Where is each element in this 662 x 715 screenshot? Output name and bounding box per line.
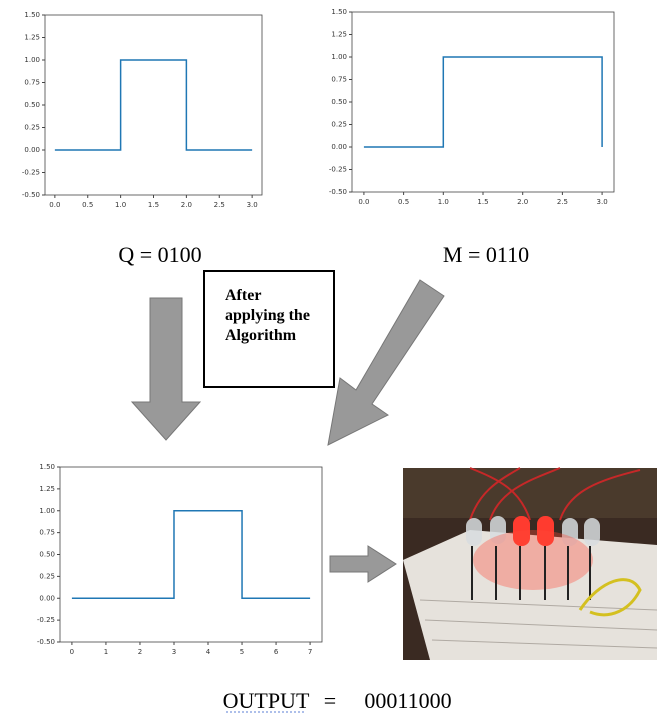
- x-tick-label: 2.5: [557, 198, 568, 206]
- y-tick-label: 1.50: [39, 463, 55, 471]
- q-label: Q = 0100: [118, 242, 201, 267]
- diagonal-arrow: [327, 279, 445, 446]
- y-tick-label: 1.25: [24, 34, 40, 42]
- x-tick-label: 0.5: [398, 198, 409, 206]
- output-value: 00011000: [364, 688, 451, 713]
- x-tick-label: 1.5: [148, 201, 159, 209]
- led-photo: [403, 467, 658, 660]
- algorithm-box: After applying the Algorithm: [203, 270, 335, 388]
- y-tick-label: 0.50: [331, 98, 347, 106]
- x-tick-label: 1.5: [477, 198, 488, 206]
- x-tick-label: 5: [240, 648, 244, 656]
- y-tick-label: 1.25: [331, 31, 347, 39]
- x-tick-label: 0.0: [49, 201, 60, 209]
- y-tick-label: 0.75: [24, 79, 40, 87]
- y-tick-label: 1.00: [39, 507, 55, 515]
- y-tick-label: -0.25: [22, 169, 40, 177]
- y-tick-label: 0.25: [331, 121, 347, 129]
- x-tick-label: 3.0: [247, 201, 258, 209]
- signal-line: [54, 59, 253, 151]
- y-tick-label: 0.25: [39, 572, 55, 580]
- x-tick-label: 2: [138, 648, 142, 656]
- down-arrow: [130, 297, 202, 441]
- x-tick-label: 2.0: [181, 201, 192, 209]
- output-sep: =: [324, 688, 336, 713]
- x-tick-label: 0.0: [358, 198, 369, 206]
- y-tick-label: 0.50: [39, 551, 55, 559]
- y-tick-label: 0.75: [39, 529, 55, 537]
- x-tick-label: 0.5: [82, 201, 93, 209]
- signal-line: [71, 510, 311, 599]
- y-tick-label: 0.25: [24, 124, 40, 132]
- y-tick-label: 0.50: [24, 101, 40, 109]
- m-label: M = 0110: [443, 242, 529, 267]
- y-tick-label: -0.25: [329, 166, 347, 174]
- x-tick-label: 4: [206, 648, 211, 656]
- x-tick-label: 1.0: [438, 198, 449, 206]
- x-tick-label: 2.5: [214, 201, 225, 209]
- x-tick-label: 0: [70, 648, 74, 656]
- signal-line: [363, 56, 603, 148]
- y-tick-label: 1.00: [24, 56, 40, 64]
- y-tick-label: 0.00: [331, 143, 347, 151]
- y-tick-label: 1.50: [24, 11, 40, 19]
- x-tick-label: 6: [274, 648, 279, 656]
- right-arrow: [329, 545, 397, 583]
- y-tick-label: -0.50: [22, 191, 40, 199]
- y-tick-label: 1.50: [331, 8, 347, 16]
- x-tick-label: 1.0: [115, 201, 126, 209]
- x-tick-label: 3: [172, 648, 176, 656]
- x-tick-label: 1: [104, 648, 108, 656]
- y-tick-label: -0.25: [37, 616, 55, 624]
- plot-frame: [59, 466, 323, 643]
- x-tick-label: 3.0: [597, 198, 608, 206]
- y-tick-label: 0.00: [39, 594, 55, 602]
- output-label: OUTPUT: [223, 688, 310, 713]
- y-tick-label: -0.50: [37, 638, 55, 646]
- x-tick-label: 2.0: [517, 198, 528, 206]
- x-tick-label: 7: [308, 648, 312, 656]
- y-tick-label: 1.00: [331, 53, 347, 61]
- plot-frame: [351, 11, 615, 193]
- y-tick-label: 0.00: [24, 146, 40, 154]
- y-tick-label: 0.75: [331, 76, 347, 84]
- plot-frame: [44, 14, 263, 196]
- y-tick-label: 1.25: [39, 485, 55, 493]
- y-tick-label: -0.50: [329, 188, 347, 196]
